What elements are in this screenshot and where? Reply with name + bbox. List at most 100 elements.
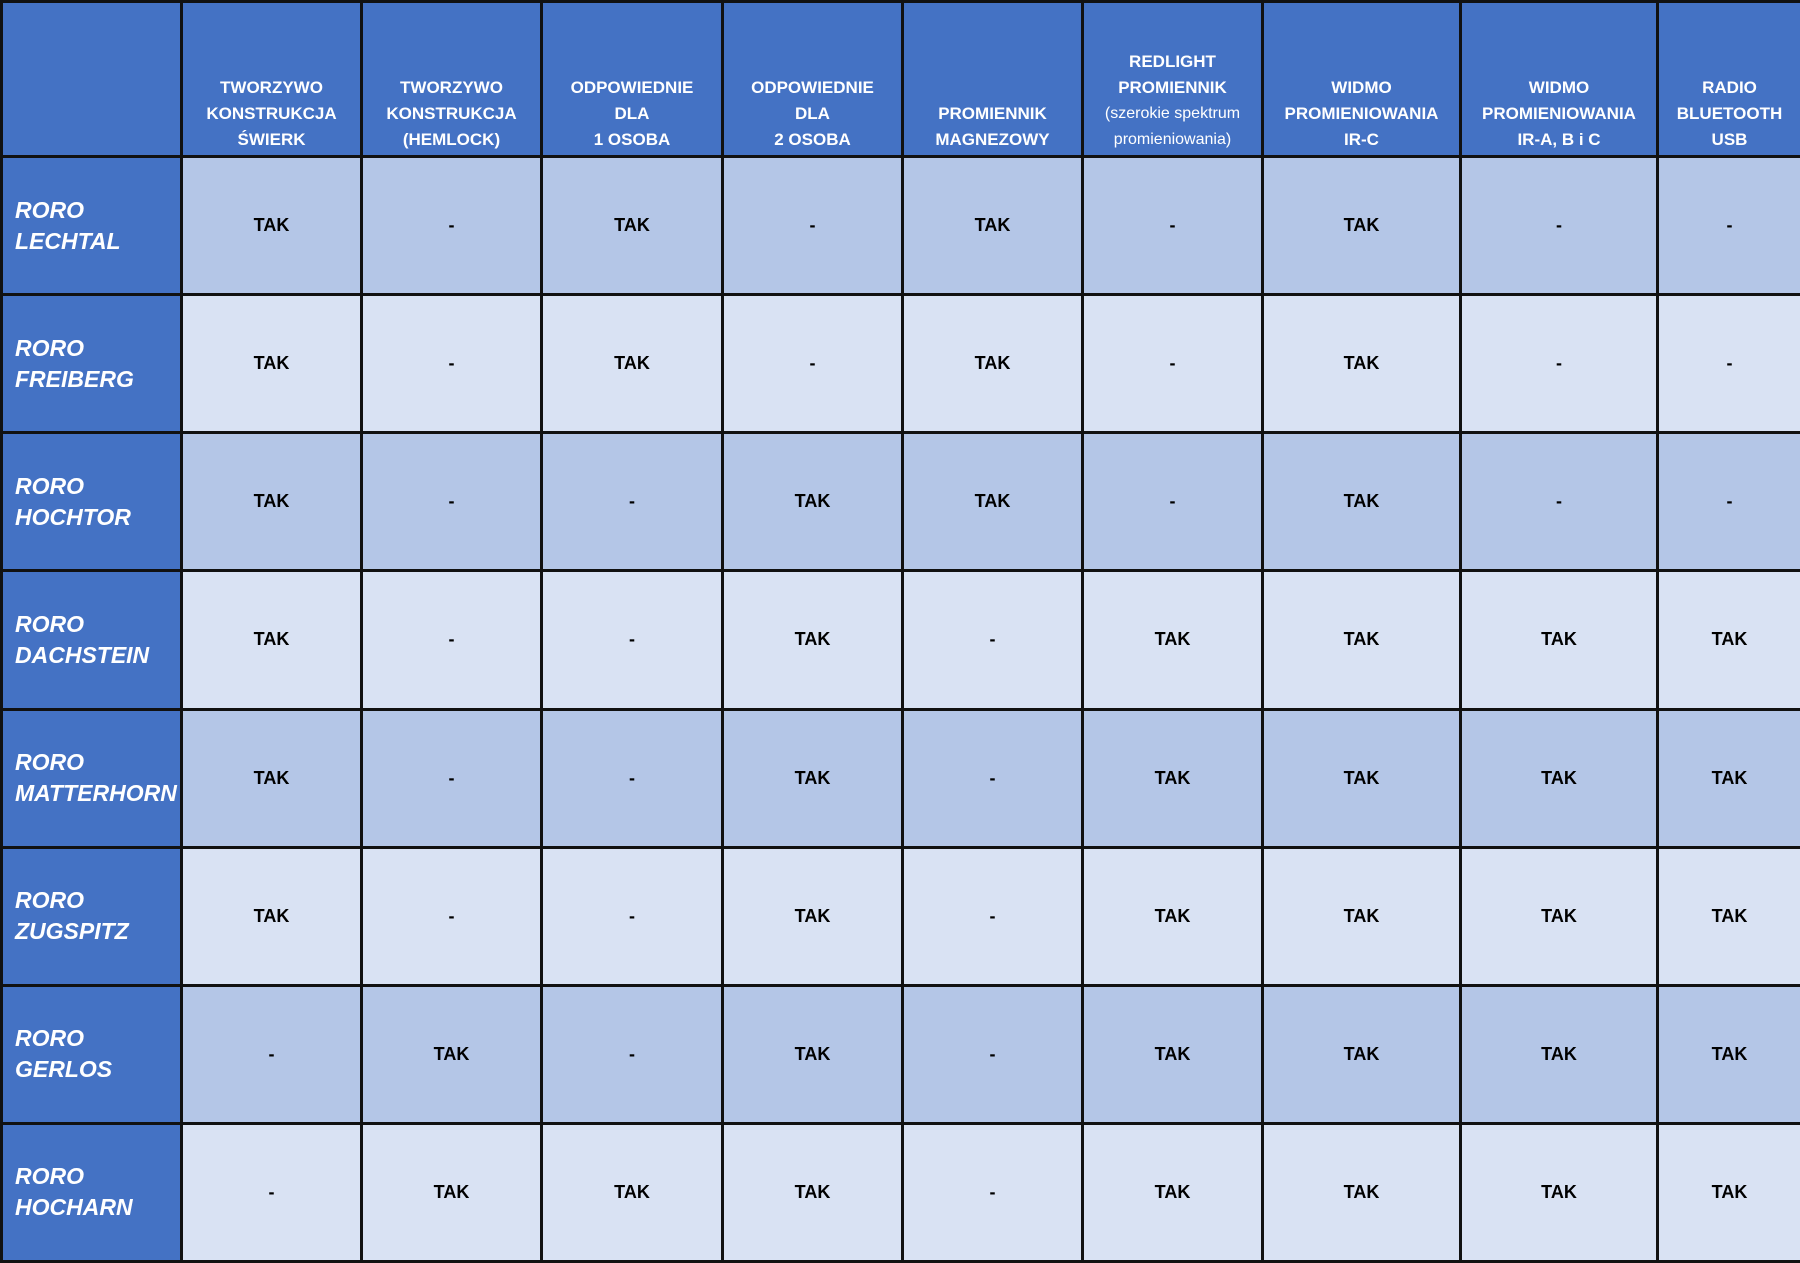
product-name: RORO FREIBERG	[0, 293, 183, 435]
product-name-line: RORO	[15, 610, 84, 637]
column-header: ODPOWIEDNIE DLA 2 OSOBA	[721, 0, 904, 158]
header-row: TWORZYWO KONSTRUKCJA ŚWIERK TWORZYWO KONSTRU…	[0, 0, 1800, 158]
column-header-line: BLUETOOTH	[1676, 104, 1783, 123]
table-row: RORO FREIBERG TAK - TAK - TAK - TAK - -	[0, 293, 1800, 435]
feature-cell: -	[1459, 431, 1659, 573]
feature-cell: TAK	[1261, 293, 1462, 435]
feature-cell: TAK	[180, 154, 363, 297]
table-row: RORO HOCHARN - TAK TAK TAK - TAK TAK TAK TAK	[0, 1121, 1800, 1263]
feature-cell: TAK	[1261, 1121, 1462, 1263]
feature-cell: -	[360, 154, 543, 297]
feature-cell: -	[1656, 154, 1800, 297]
feature-cell: -	[360, 707, 543, 849]
table-row: RORO DACHSTEIN TAK - - TAK - TAK TAK TAK TAK	[0, 569, 1800, 711]
feature-cell: TAK	[1261, 707, 1462, 849]
feature-cell: TAK	[1656, 845, 1800, 987]
column-header: ODPOWIEDNIE DLA 1 OSOBA	[540, 0, 724, 158]
feature-cell: -	[901, 1121, 1084, 1263]
column-header: WIDMO PROMIENIOWANIA IR-C	[1261, 0, 1462, 158]
feature-cell: TAK	[721, 845, 904, 987]
column-header-line: 2 OSOBA	[774, 130, 851, 149]
column-header: PROMIENNIK MAGNEZOWY	[901, 0, 1084, 158]
product-name-line: RORO	[15, 1163, 84, 1190]
column-header: WIDMO PROMIENIOWANIA IR-A, B i C	[1459, 0, 1659, 158]
product-name-line: FREIBERG	[15, 365, 134, 392]
feature-cell: -	[1459, 154, 1659, 297]
product-name-line: RORO	[15, 334, 84, 361]
feature-cell: -	[901, 845, 1084, 987]
feature-cell: -	[360, 569, 543, 711]
feature-cell: TAK	[180, 293, 363, 435]
column-header-line: ODPOWIEDNIE	[751, 78, 874, 97]
table-row: RORO LECHTAL TAK - TAK - TAK - TAK - -	[0, 154, 1800, 297]
product-name-line: HOCHTOR	[15, 503, 131, 530]
feature-cell: -	[540, 431, 724, 573]
product-name: RORO LECHTAL	[0, 154, 183, 297]
feature-cell: -	[901, 707, 1084, 849]
feature-cell: TAK	[1656, 983, 1800, 1125]
feature-cell: TAK	[1656, 707, 1800, 849]
feature-cell: TAK	[1261, 569, 1462, 711]
feature-cell: TAK	[1459, 569, 1659, 711]
product-name: RORO HOCHARN	[0, 1121, 183, 1263]
feature-cell: -	[901, 983, 1084, 1125]
feature-cell: TAK	[1081, 707, 1264, 849]
feature-cell: TAK	[360, 983, 543, 1125]
product-name: RORO DACHSTEIN	[0, 569, 183, 711]
product-name: RORO HOCHTOR	[0, 431, 183, 573]
feature-cell: TAK	[1081, 1121, 1264, 1263]
column-header-line: USB	[1711, 130, 1748, 149]
feature-cell: TAK	[1459, 845, 1659, 987]
table-row: RORO MATTERHORN TAK - - TAK - TAK TAK TAK TAK	[0, 707, 1800, 849]
feature-cell: -	[1081, 431, 1264, 573]
column-header-line: WIDMO	[1528, 78, 1590, 97]
feature-cell: TAK	[180, 569, 363, 711]
feature-cell: -	[180, 1121, 363, 1263]
corner-cell	[0, 0, 183, 158]
column-header-line: DLA	[795, 104, 830, 123]
column-header-line: (HEMLOCK)	[402, 130, 501, 149]
feature-cell: TAK	[901, 293, 1084, 435]
feature-cell: TAK	[1459, 1121, 1659, 1263]
product-name-line: RORO	[15, 196, 84, 223]
column-header-line: KONSTRUKCJA	[206, 104, 337, 123]
feature-cell: TAK	[1261, 154, 1462, 297]
column-header-line: ŚWIERK	[237, 130, 306, 149]
feature-cell: TAK	[1459, 707, 1659, 849]
feature-cell: -	[540, 983, 724, 1125]
feature-cell: TAK	[540, 293, 724, 435]
column-header: TWORZYWO KONSTRUKCJA ŚWIERK	[180, 0, 363, 158]
feature-cell: TAK	[901, 431, 1084, 573]
feature-cell: TAK	[721, 707, 904, 849]
feature-cell: TAK	[1261, 983, 1462, 1125]
feature-cell: -	[1081, 293, 1264, 435]
column-header-line: PROMIENIOWANIA	[1482, 104, 1636, 123]
column-header: RADIO BLUETOOTH USB	[1656, 0, 1800, 158]
product-name-line: RORO	[15, 887, 84, 914]
feature-cell: TAK	[360, 1121, 543, 1263]
column-header: REDLIGHT PROMIENNIK (szerokie spektrum prom…	[1081, 0, 1264, 158]
feature-cell: TAK	[1081, 845, 1264, 987]
column-header-line: TWORZYWO	[220, 78, 323, 97]
table-row: RORO GERLOS - TAK - TAK - TAK TAK TAK TAK	[0, 983, 1800, 1125]
product-name-line: ZUGSPITZ	[15, 918, 129, 945]
column-header-line: ODPOWIEDNIE	[570, 78, 694, 97]
feature-cell: -	[540, 845, 724, 987]
feature-cell: -	[360, 845, 543, 987]
feature-cell: TAK	[901, 154, 1084, 297]
feature-cell: TAK	[1081, 983, 1264, 1125]
table-row: RORO ZUGSPITZ TAK - - TAK - TAK TAK TAK TAK	[0, 845, 1800, 987]
feature-cell: TAK	[721, 431, 904, 573]
column-header-line: promieniowania)	[1113, 131, 1232, 148]
column-header-line: REDLIGHT	[1129, 52, 1216, 71]
feature-cell: -	[1081, 154, 1264, 297]
column-header-line: MAGNEZOWY	[935, 130, 1050, 149]
product-name-line: HOCHARN	[15, 1194, 133, 1221]
product-name-line: GERLOS	[15, 1056, 113, 1083]
column-header-line: PROMIENIOWANIA	[1284, 104, 1439, 123]
column-header-line: RADIO	[1702, 78, 1757, 97]
column-header-line: DLA	[614, 104, 650, 123]
feature-cell: -	[721, 154, 904, 297]
feature-cell: TAK	[1656, 1121, 1800, 1263]
